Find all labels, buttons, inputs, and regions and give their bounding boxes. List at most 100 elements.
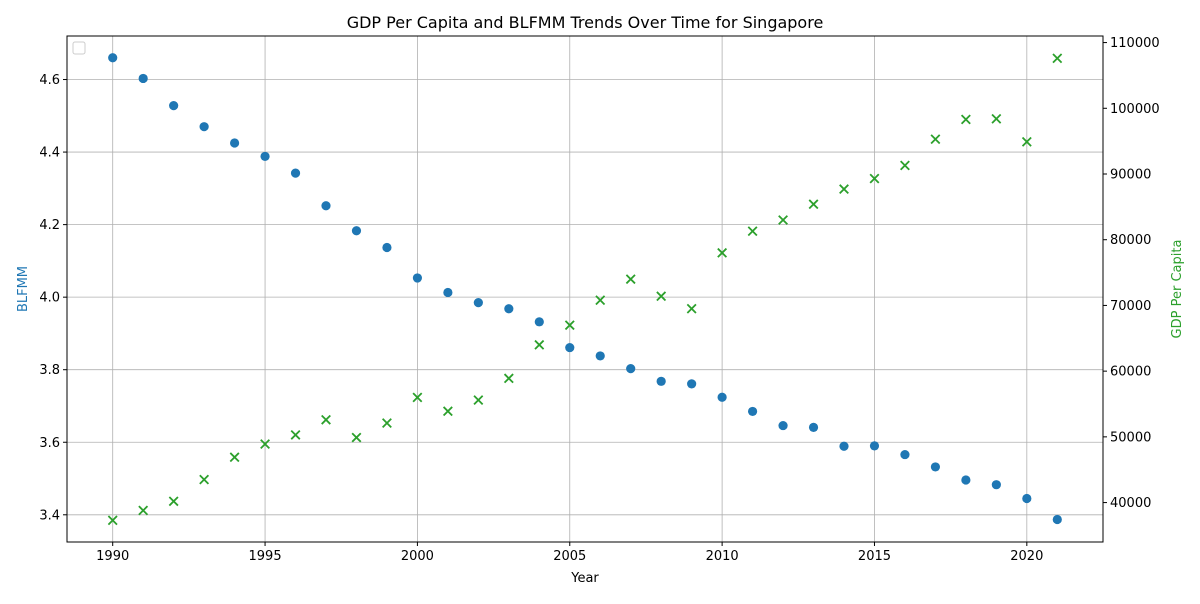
blfmm-point: [626, 364, 636, 374]
x-tick-label: 2020: [1010, 549, 1043, 564]
gdp-point-stroke: [199, 474, 210, 485]
blfmm-point: [382, 242, 392, 253]
gdp-point: [473, 395, 484, 405]
legend-box: [72, 41, 86, 55]
gdp-point-stroke: [442, 406, 453, 417]
gdp-point: [138, 505, 149, 516]
gdp-point: [595, 295, 606, 306]
blfmm-point: [839, 441, 849, 451]
axis-layer: 1990 1995 2000 2005 2010 2015 2020 3.4 3.6 3.8 4.0…: [39, 36, 1159, 564]
gdp-point-stroke: [290, 429, 301, 440]
gdp-point-stroke: [930, 134, 941, 145]
blfmm-point: [717, 392, 727, 402]
x-tick-label: 1990: [96, 549, 129, 564]
left-y-tick-label: 3.8: [39, 363, 60, 378]
gdp-point: [534, 339, 545, 350]
gdp-point: [625, 274, 636, 285]
gdp-point: [991, 113, 1002, 124]
gdp-point: [229, 452, 240, 463]
blfmm-point: [595, 351, 605, 361]
gdp-point-stroke: [138, 505, 149, 516]
blfmm-point: [108, 53, 118, 63]
gdp-point-stroke: [473, 395, 484, 405]
right-y-tick-label: 50000: [1110, 430, 1151, 445]
right-y-tick-label: 60000: [1110, 365, 1151, 380]
gdp-point: [1052, 53, 1063, 64]
gdp-point-stroke: [229, 452, 240, 463]
gdp-point-stroke: [991, 113, 1002, 124]
gdp-point: [778, 215, 788, 225]
blfmm-point: [534, 317, 544, 327]
gdp-point: [199, 474, 210, 485]
right-y-tick-label: 90000: [1110, 168, 1151, 183]
series-layer: [107, 53, 1063, 526]
blfmm-point: [565, 342, 575, 353]
left-y-tick-label: 4.6: [39, 73, 60, 88]
blfmm-point: [900, 449, 910, 460]
gdp-point-stroke: [869, 173, 880, 184]
left-y-tick-label: 3.4: [39, 508, 60, 523]
blfmm-point: [869, 441, 880, 451]
right-y-axis-label: GDP Per Capita: [1170, 240, 1185, 339]
gdp-point-stroke: [839, 184, 849, 195]
gdp-point-stroke: [260, 439, 270, 450]
gdp-point: [960, 114, 971, 125]
blfmm-point: [138, 73, 148, 84]
gdp-point-stroke: [1052, 53, 1063, 64]
gdp-point: [656, 291, 667, 302]
gdp-point-stroke: [656, 291, 667, 302]
gdp-point: [808, 199, 819, 210]
gdp-point: [717, 247, 728, 258]
left-y-tick-label: 3.6: [39, 436, 60, 451]
gdp-point: [564, 320, 575, 331]
x-tick-label: 2005: [553, 549, 586, 564]
blfmm-point: [991, 480, 1001, 490]
right-y-tick-label: 100000: [1110, 102, 1160, 117]
right-y-tick-label: 110000: [1110, 36, 1160, 51]
chart-title: GDP Per Capita and BLFMM Trends Over Tim…: [347, 13, 824, 32]
gdp-point: [321, 414, 331, 425]
left-y-tick-label: 4.4: [39, 146, 60, 161]
gdp-point: [869, 173, 880, 184]
blfmm-point: [1022, 493, 1032, 504]
gdp-point: [1021, 136, 1032, 147]
gdp-point-stroke: [625, 274, 636, 285]
gdp-point: [747, 226, 758, 237]
blfmm-point: [808, 422, 819, 432]
left-y-tick-label: 4.2: [39, 218, 60, 233]
gdp-point-stroke: [778, 215, 788, 225]
gdp-point-stroke: [534, 339, 545, 350]
blfmm-point: [687, 379, 697, 389]
plot-frame: [66, 35, 1104, 543]
x-tick-label: 2000: [401, 549, 434, 564]
gdp-point-stroke: [747, 226, 758, 237]
blfmm-point: [199, 122, 209, 132]
gdp-point-stroke: [351, 432, 362, 443]
blfmm-point: [473, 298, 483, 308]
gdp-point-stroke: [717, 247, 728, 258]
gdp-point: [900, 160, 910, 171]
gdp-point: [412, 392, 423, 403]
gdp-point-stroke: [1021, 136, 1032, 147]
x-axis-label: Year: [570, 571, 599, 586]
blfmm-point: [961, 475, 971, 485]
blfmm-point: [351, 226, 362, 236]
gdp-point: [839, 184, 849, 195]
blfmm-point: [443, 287, 453, 298]
gdp-point-stroke: [595, 295, 606, 306]
blfmm-point: [930, 462, 941, 472]
gdp-point-stroke: [503, 373, 514, 384]
gdp-point: [351, 432, 362, 443]
gdp-point: [107, 515, 118, 526]
gdp-point: [930, 134, 941, 145]
gdp-point-stroke: [412, 392, 423, 403]
left-y-axis-label: BLFMM: [16, 266, 31, 312]
gdp-point: [686, 303, 697, 314]
blfmm-point: [656, 376, 666, 386]
x-tick-label: 2015: [858, 549, 891, 564]
blfmm-point: [1052, 514, 1062, 525]
gdp-point-stroke: [382, 418, 392, 428]
gdp-point-stroke: [808, 199, 819, 210]
